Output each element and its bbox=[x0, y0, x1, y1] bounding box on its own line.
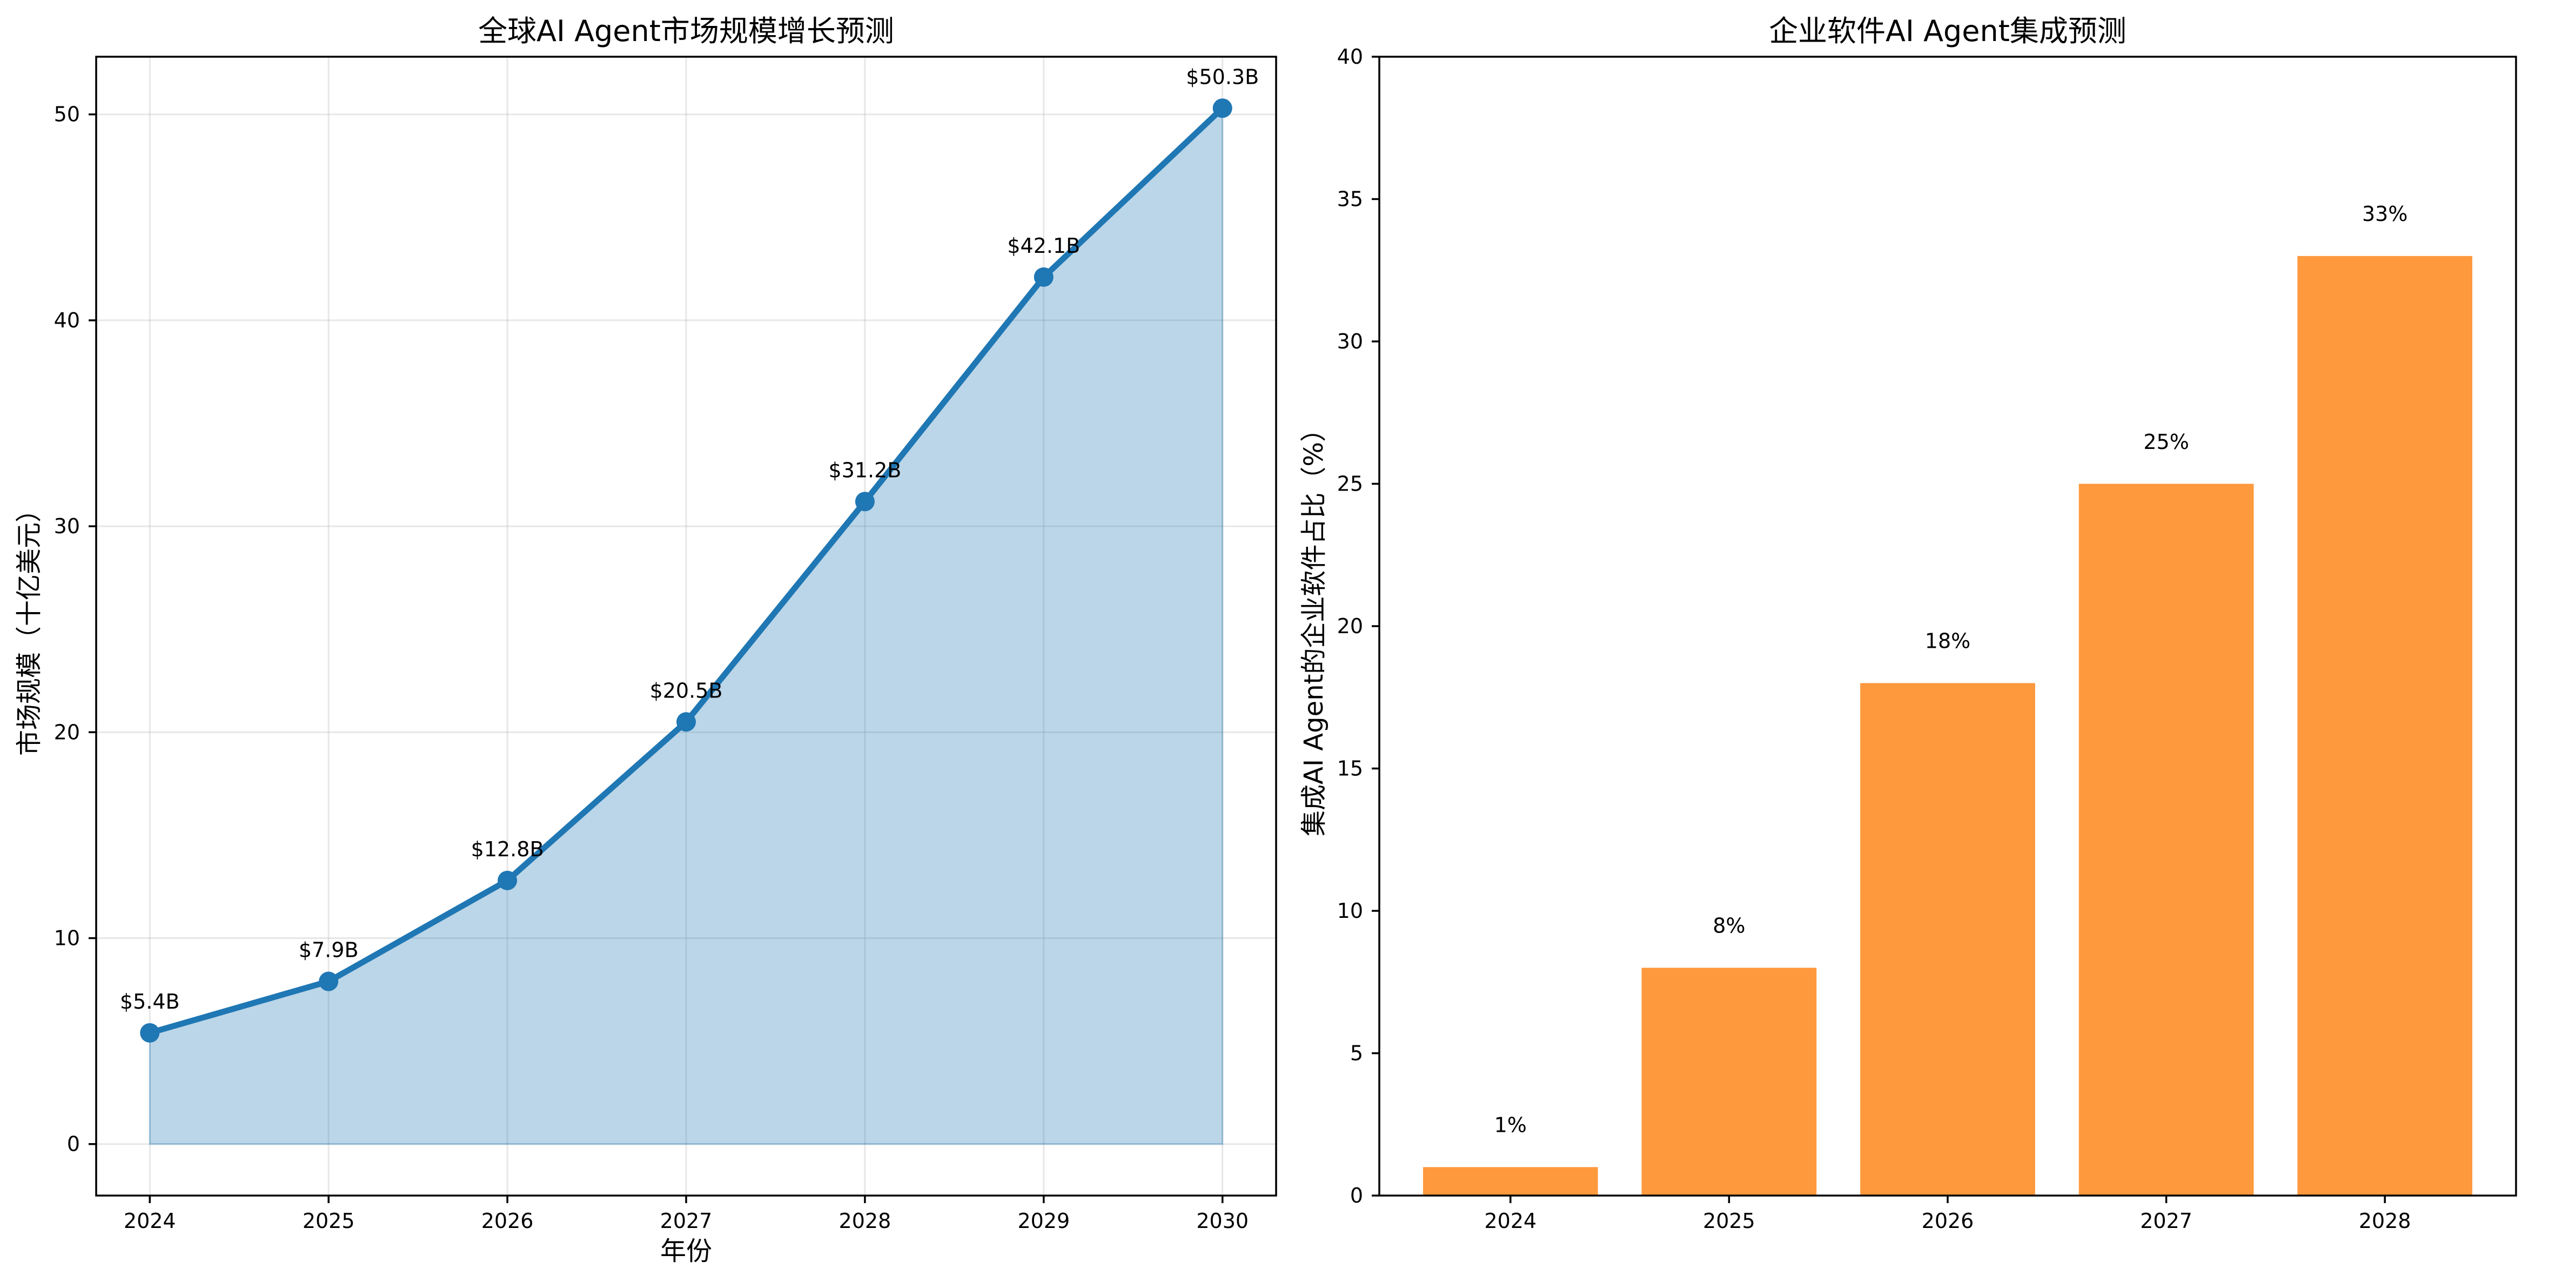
market-size-value-label: $42.1B bbox=[1007, 234, 1080, 258]
market-size-value-label: $20.5B bbox=[650, 679, 723, 702]
integration-value-label: 25% bbox=[2143, 430, 2189, 454]
right-y-tick-label: 10 bbox=[1337, 899, 1363, 923]
right-data-labels: 1% 8% 18% 25% 33% bbox=[1494, 202, 2408, 1137]
left-x-tick-label: 2028 bbox=[839, 1209, 891, 1233]
left-chart-title: 全球AI Agent市场规模增长预测 bbox=[478, 14, 894, 48]
right-x-tick-label: 2024 bbox=[1484, 1209, 1537, 1233]
right-x-tick-label: 2028 bbox=[2359, 1209, 2411, 1233]
right-x-tick-label: 2025 bbox=[1703, 1209, 1755, 1233]
integration-bar bbox=[1641, 968, 1817, 1196]
right-y-tick-label: 30 bbox=[1337, 330, 1363, 353]
market-size-point bbox=[498, 870, 518, 890]
left-x-tick-label: 2025 bbox=[303, 1209, 355, 1233]
market-size-point bbox=[140, 1023, 160, 1043]
market-size-point bbox=[676, 712, 696, 732]
market-size-value-label: $31.2B bbox=[828, 458, 901, 482]
left-y-tick-label: 0 bbox=[67, 1132, 80, 1156]
left-x-tick-label: 2027 bbox=[660, 1209, 713, 1233]
right-y-tick-label: 40 bbox=[1337, 45, 1363, 69]
market-size-point bbox=[319, 971, 339, 991]
market-size-point bbox=[855, 492, 875, 512]
left-x-axis-label: 年份 bbox=[660, 1236, 712, 1266]
right-y-axis-label: 集成AI Agent的企业软件占比（%） bbox=[1299, 416, 1329, 836]
integration-value-label: 18% bbox=[1925, 629, 1970, 653]
market-size-value-label: $7.9B bbox=[299, 938, 359, 962]
market-size-chart: 2024 2025 2026 2027 2028 2029 203001020304050 … bbox=[14, 14, 1277, 1266]
integration-bar bbox=[1423, 1167, 1598, 1196]
right-plot-frame bbox=[1378, 56, 2517, 1197]
right-x-tick-label: 2026 bbox=[1922, 1209, 1974, 1233]
left-x-tick-label: 2029 bbox=[1017, 1209, 1070, 1233]
left-x-tick-label: 2024 bbox=[124, 1209, 176, 1233]
left-y-tick-label: 50 bbox=[54, 103, 80, 126]
market-size-point bbox=[1212, 98, 1232, 118]
market-size-value-label: $12.8B bbox=[471, 837, 544, 861]
integration-bar bbox=[2078, 484, 2254, 1196]
integration-bar bbox=[1860, 683, 2035, 1196]
market-size-point bbox=[1034, 267, 1054, 287]
integration-value-label: 33% bbox=[2362, 202, 2407, 226]
left-y-tick-label: 20 bbox=[54, 720, 80, 744]
integration-value-label: 1% bbox=[1494, 1113, 1527, 1137]
market-size-value-label: $50.3B bbox=[1186, 65, 1259, 89]
right-bars bbox=[1423, 256, 2473, 1196]
right-chart-title: 企业软件AI Agent集成预测 bbox=[1769, 14, 2126, 48]
left-y-tick-label: 30 bbox=[54, 514, 80, 538]
left-plot-frame bbox=[95, 56, 1277, 1197]
right-y-tick-label: 5 bbox=[1350, 1042, 1363, 1065]
right-y-tick-label: 25 bbox=[1337, 472, 1363, 496]
integration-bar bbox=[2297, 256, 2473, 1196]
integration-value-label: 8% bbox=[1713, 914, 1745, 938]
left-y-tick-label: 10 bbox=[54, 927, 80, 950]
left-grid bbox=[96, 57, 1276, 1196]
right-x-tick-label: 2027 bbox=[2140, 1209, 2192, 1233]
left-y-axis-label: 市场规模（十亿美元） bbox=[14, 496, 44, 756]
market-size-value-label: $5.4B bbox=[120, 990, 180, 1013]
left-data-labels: $5.4B $7.9B $12.8B $20.5B $31.2B $42.1B $50.3B bbox=[120, 65, 1259, 1013]
left-x-tick-label: 2026 bbox=[481, 1209, 534, 1233]
right-y-tick-label: 15 bbox=[1337, 757, 1363, 781]
left-y-tick-label: 40 bbox=[54, 308, 80, 332]
right-y-tick-label: 0 bbox=[1350, 1184, 1363, 1207]
left-area-layer bbox=[140, 98, 1232, 1145]
right-y-tick-label: 20 bbox=[1337, 614, 1363, 638]
left-x-tick-label: 2030 bbox=[1196, 1209, 1249, 1233]
right-y-tick-label: 35 bbox=[1337, 187, 1363, 211]
